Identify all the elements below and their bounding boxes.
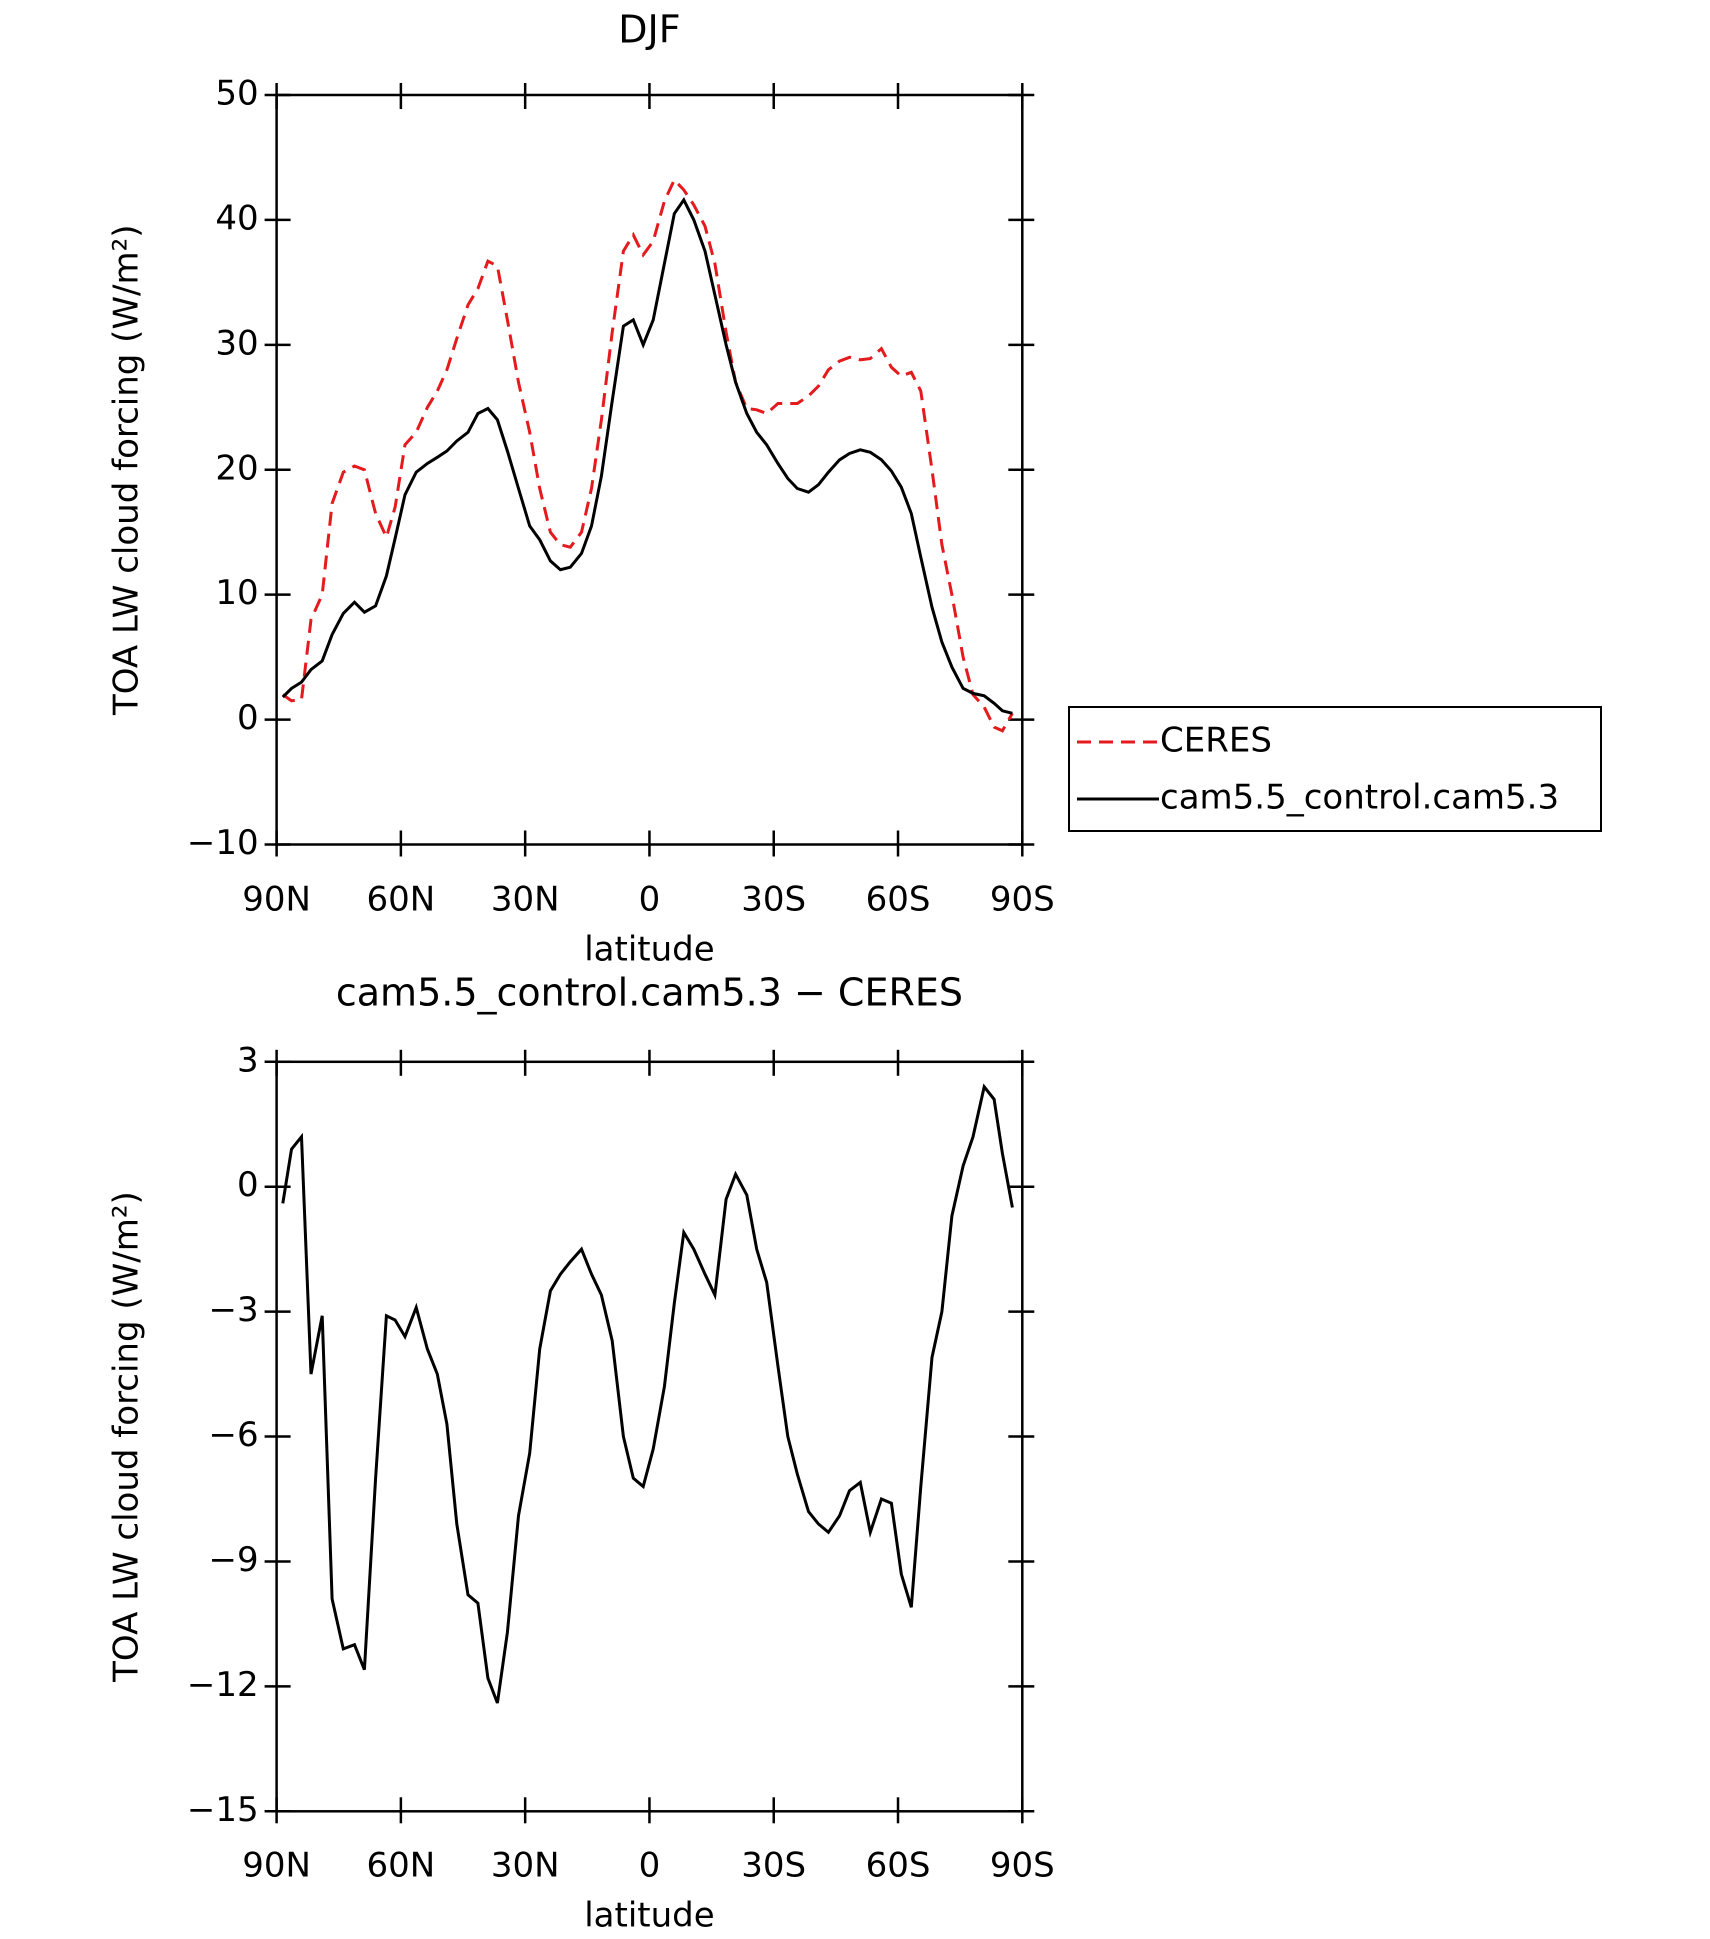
y-tick-label: −12	[187, 1665, 259, 1705]
chart-title: cam5.5_control.cam5.3 − CERES	[336, 971, 963, 1015]
y-tick-label: −3	[208, 1290, 258, 1330]
x-tick-label: 60S	[866, 880, 931, 920]
y-tick-label: −6	[208, 1415, 258, 1455]
plot-frame	[275, 1060, 1024, 1813]
y-tick-label: −15	[187, 1790, 259, 1830]
x-tick-label: 0	[639, 880, 661, 920]
y-tick-label: 0	[237, 698, 259, 738]
y-axis-label: TOA LW cloud forcing (W/m²)	[107, 224, 147, 716]
series-line	[281, 1083, 1014, 1704]
y-tick-label: 3	[237, 1040, 259, 1080]
x-tick-label: 90N	[242, 1846, 311, 1886]
y-tick-label: 50	[215, 74, 258, 114]
chart-title: DJF	[618, 8, 680, 52]
y-tick-label: 40	[215, 198, 258, 238]
x-tick-label: 30N	[491, 1846, 560, 1886]
y-tick-label: −10	[187, 823, 259, 863]
y-tick-label: 20	[215, 448, 258, 488]
x-tick-label: 30S	[741, 1846, 806, 1886]
x-axis-label: latitude	[584, 930, 714, 970]
y-tick-label: −9	[208, 1540, 258, 1580]
x-tick-label: 60N	[367, 880, 436, 920]
legend-box	[1068, 706, 1602, 832]
x-tick-label: 60N	[367, 1846, 436, 1886]
series-line	[281, 177, 1014, 733]
x-tick-label: 0	[639, 1846, 661, 1886]
x-tick-label: 30S	[741, 880, 806, 920]
x-tick-label: 90S	[990, 880, 1055, 920]
plot-frame	[275, 93, 1024, 846]
x-axis-label: latitude	[584, 1896, 714, 1936]
x-tick-label: 90S	[990, 1846, 1055, 1886]
y-tick-label: 30	[215, 323, 258, 363]
y-tick-label: 0	[237, 1165, 259, 1205]
y-tick-label: 10	[215, 573, 258, 613]
x-tick-label: 30N	[491, 880, 560, 920]
legend-label: cam5.5_control.cam5.3	[1160, 778, 1559, 818]
y-axis-label: TOA LW cloud forcing (W/m²)	[107, 1191, 147, 1683]
series-line	[281, 196, 1013, 715]
x-tick-label: 60S	[866, 1846, 931, 1886]
x-tick-label: 90N	[242, 880, 311, 920]
legend-label: CERES	[1160, 721, 1272, 761]
